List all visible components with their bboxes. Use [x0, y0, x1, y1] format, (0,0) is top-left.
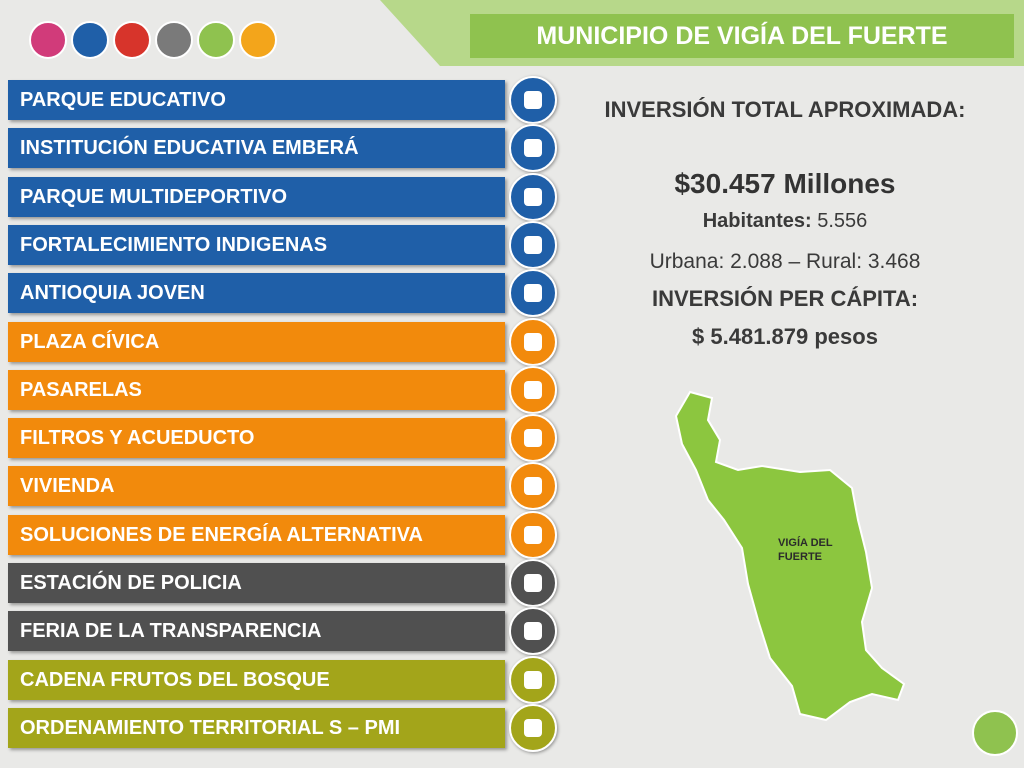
amount: $30.457 [674, 168, 776, 199]
population-label: Habitantes: [702, 210, 812, 232]
investment-amount: $30.457 Millones [590, 168, 980, 200]
program-icon [509, 365, 557, 414]
program-bar: ORDENAMIENTO TERRITORIAL S – PMI [8, 707, 505, 748]
top-icons [29, 21, 277, 59]
program-bar: SOLUCIONES DE ENERGÍA ALTERNATIVA [8, 514, 505, 555]
program-bar: FILTROS Y ACUEDUCTO [8, 418, 505, 459]
icon [113, 21, 151, 59]
program-bar: PARQUE MULTIDEPORTIVO [8, 176, 505, 217]
program-bar: CADENA FRUTOS DEL BOSQUE [8, 659, 505, 700]
map-label-text: VIGÍA DEL [778, 536, 833, 549]
program-icon [509, 317, 557, 366]
program-icon [509, 124, 557, 173]
icon [197, 21, 235, 59]
program-icon [509, 172, 557, 221]
program-icon [509, 607, 557, 656]
program-bar: FERIA DE LA TRANSPARENCIA [8, 611, 505, 652]
program-icon [509, 269, 557, 318]
urban-rural: Urbana: 2.088 – Rural: 3.468 [649, 250, 921, 273]
program-bar: ANTIOQUIA JOVEN [8, 273, 505, 314]
program-bar: VIVIENDA [8, 466, 505, 507]
map-label: VIGÍA DEL FUERTE [778, 536, 833, 563]
program-bar: ESTACIÓN DE POLICIA [8, 563, 505, 603]
per-capita-value: $ 5.481.879 pesos [692, 324, 878, 349]
program-bar: PASARELAS [8, 369, 505, 410]
program-bar: INSTITUCIÓN EDUCATIVA EMBERÁ [8, 128, 505, 169]
home-button[interactable] [972, 710, 1018, 756]
investment-title: INVERSIÓN TOTAL APROXIMADA: [604, 97, 966, 122]
icon [155, 21, 193, 59]
program-bar: PARQUE EDUCATIVO [8, 80, 505, 120]
program-bar: FORTALECIMIENTO INDIGENAS [8, 224, 505, 265]
program-icon [509, 510, 557, 559]
municipality-shape [674, 390, 906, 722]
population: Habitantes: 5.556 [590, 210, 980, 233]
program-icon [509, 462, 557, 511]
per-capita-title: INVERSIÓN PER CÁPITA: [651, 286, 919, 311]
program-icon [509, 220, 557, 269]
program-icon [509, 414, 557, 463]
program-icon [509, 559, 557, 607]
unit: Millones [783, 168, 896, 199]
program-icon [509, 703, 557, 752]
program-icon [509, 76, 557, 124]
header-title: MUNICIPIO DE VIGÍA DEL FUERTE [470, 14, 1014, 58]
icon [29, 21, 67, 59]
icon [239, 21, 277, 59]
map-label-text: FUERTE [778, 551, 822, 563]
program-icon [509, 655, 557, 704]
program-bar: PLAZA CÍVICA [8, 321, 505, 362]
population-value: 5.556 [817, 210, 868, 232]
icon [71, 21, 109, 59]
